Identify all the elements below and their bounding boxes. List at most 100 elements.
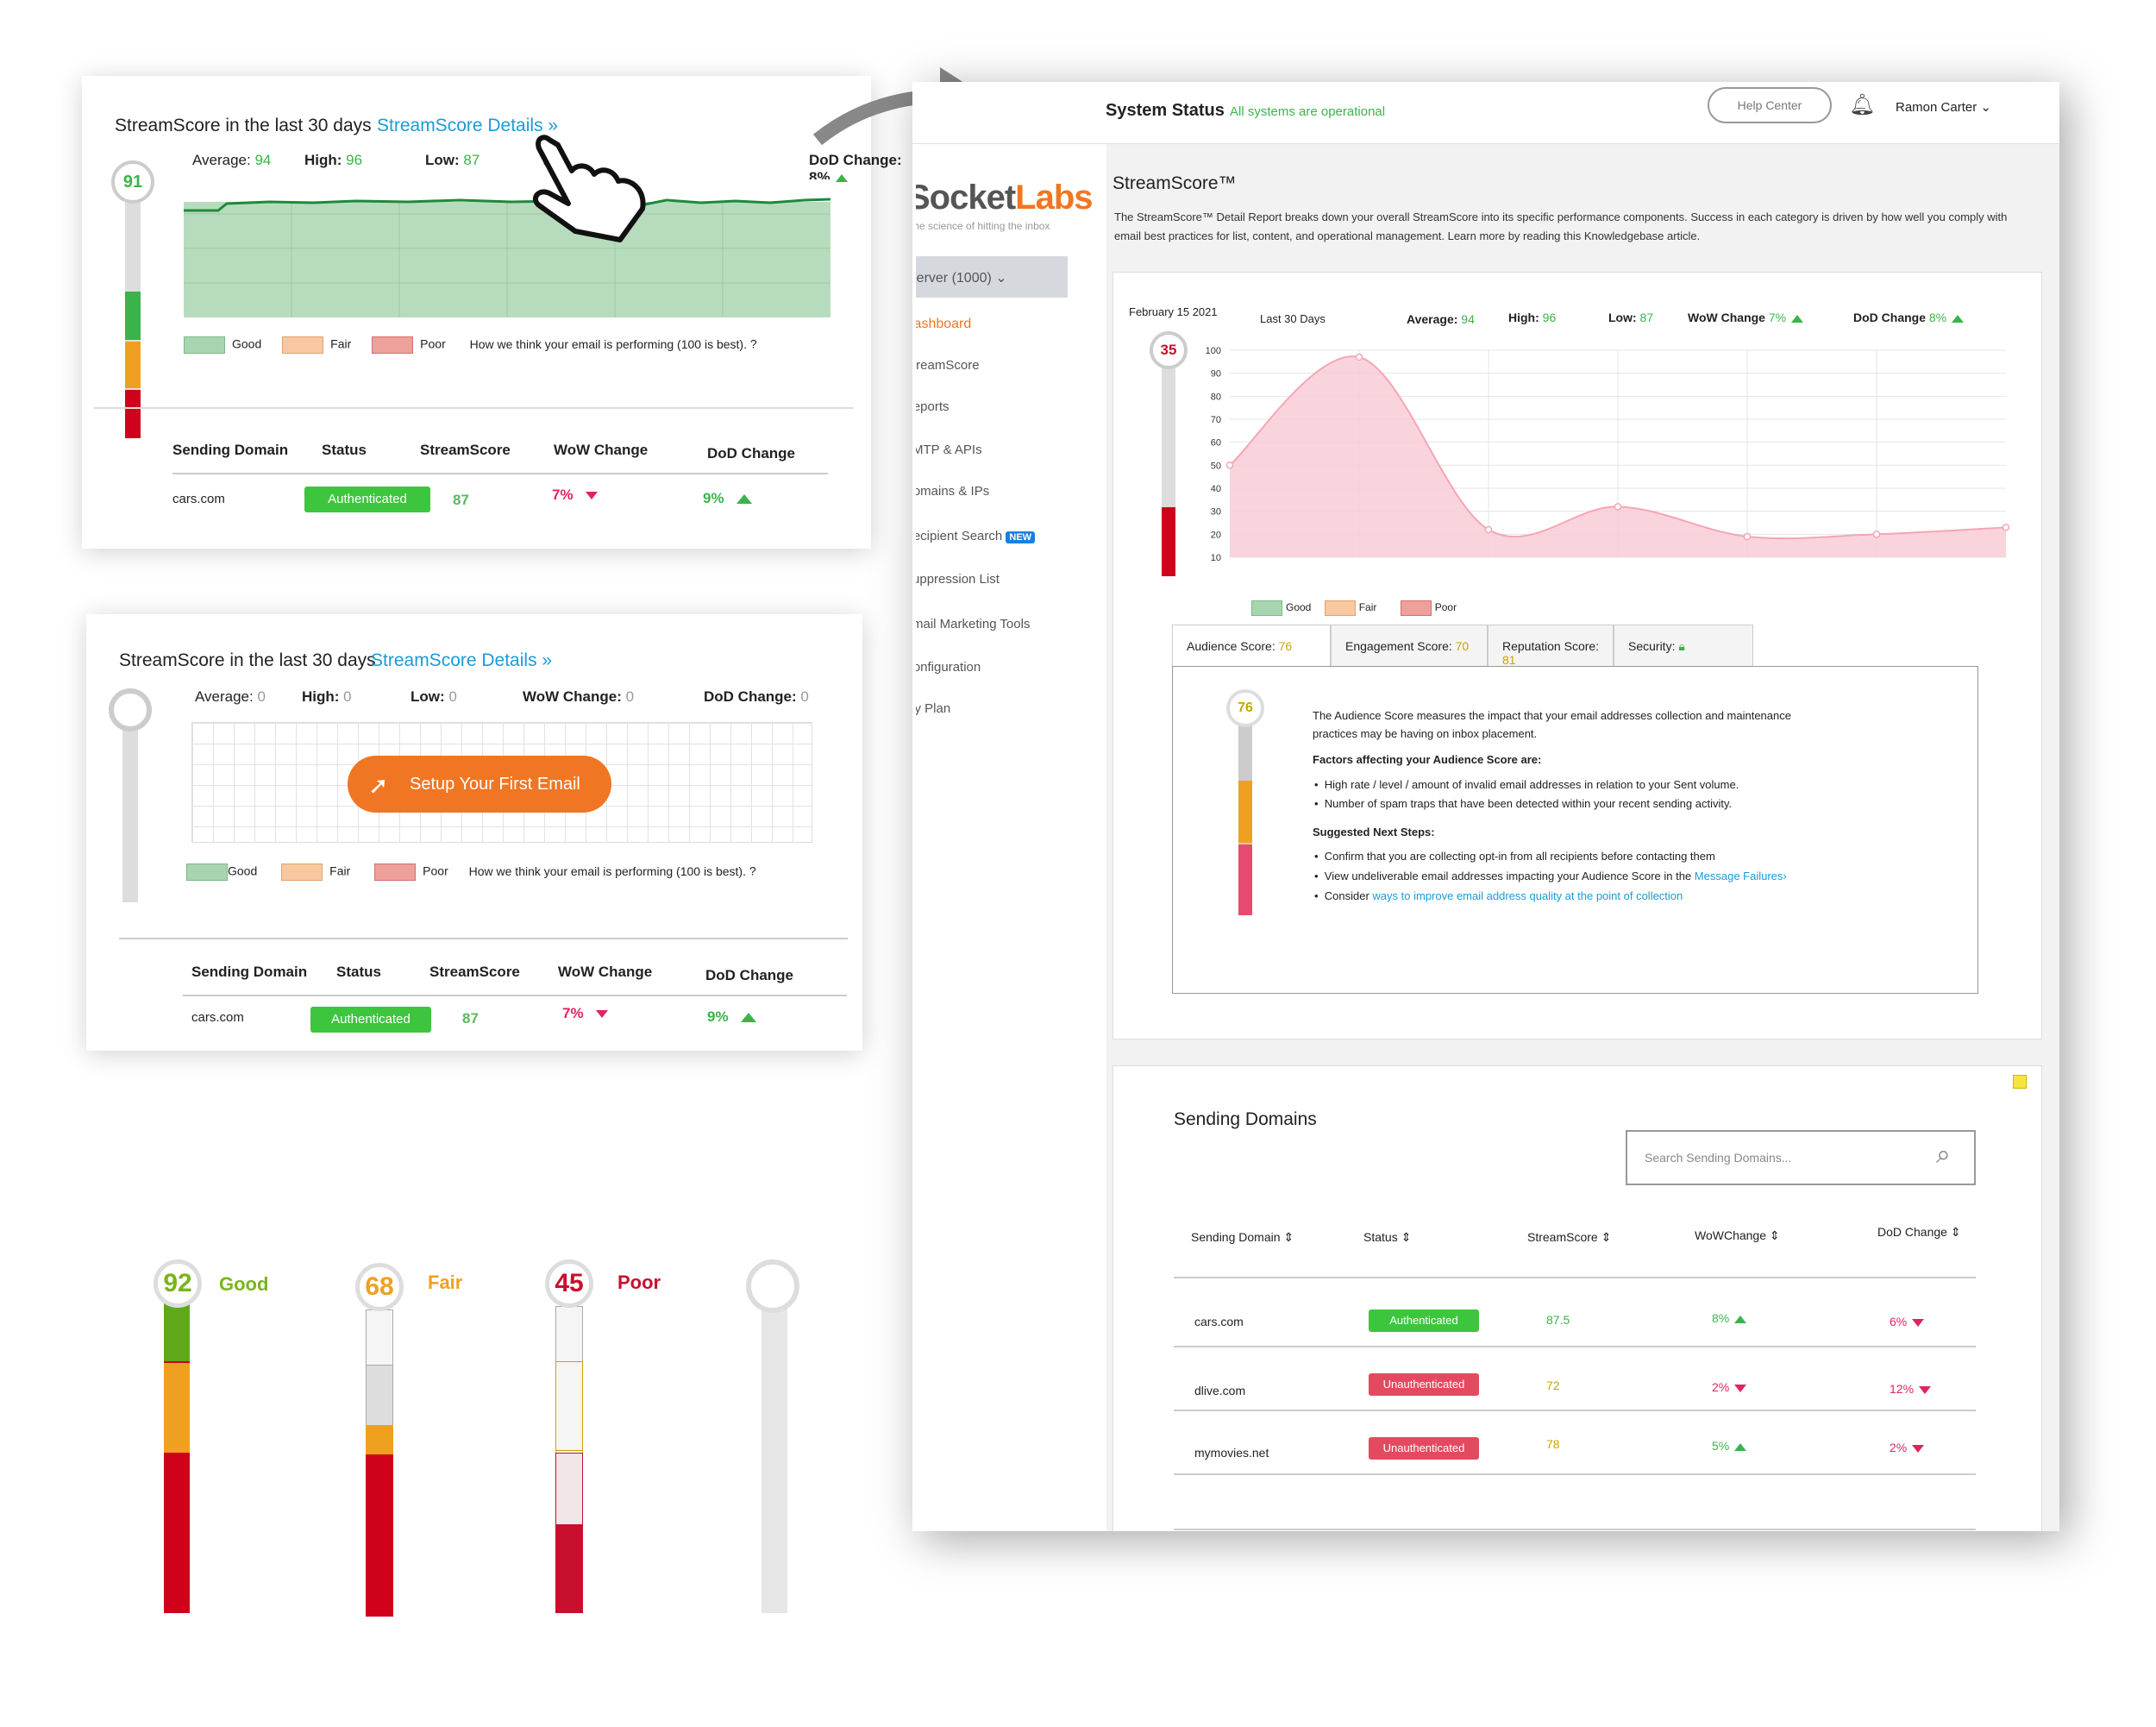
double-chevron-icon: » [542, 650, 553, 670]
search-input[interactable]: Search Sending Domains... ⌕ [1626, 1130, 1976, 1185]
legend: Good Fair Poor How we think your email i… [186, 864, 756, 881]
tab-security[interactable]: Security: 🔒︎ [1614, 625, 1753, 668]
y-tick-label: 50 [1211, 461, 1221, 471]
message-failures-link[interactable]: Message Failures [1694, 870, 1783, 882]
legend: Good Fair Poor How we think your email i… [184, 336, 757, 354]
nav-reports[interactable]: Reports [912, 399, 950, 414]
logo: SocketLabs [912, 179, 1094, 217]
gauge-value: 35 [1150, 331, 1188, 369]
paper-plane-icon: ➚ [368, 772, 389, 799]
hand-pointer-icon [532, 135, 646, 242]
sort-icon: ⇕ [1283, 1230, 1294, 1244]
streamscore-card-empty: StreamScore in the last 30 days StreamSc… [86, 614, 862, 1051]
chart-legend: Good Fair Poor [1251, 600, 1457, 616]
tab-engagement-score[interactable]: Engagement Score: 70 [1331, 625, 1488, 668]
nav-streamscore[interactable]: StreamScore [912, 358, 980, 373]
table-row[interactable]: dlive.com Unauthenticated 72 2% 12% [1174, 1349, 1976, 1411]
system-status-text: All systems are operational [1230, 104, 1386, 119]
stat-high: High: 96 [304, 152, 363, 168]
tab-audience-score[interactable]: Audience Score: 76 [1172, 625, 1331, 668]
setup-first-email-button[interactable]: ➚ Setup Your First Email [348, 756, 611, 813]
gauge-label: Good [219, 1273, 269, 1295]
sort-icon: ⇕ [1769, 1228, 1780, 1242]
gauge-good: 92 Good [147, 1259, 319, 1622]
stat-average: Average: 94 [192, 152, 272, 168]
data-point [1225, 462, 1234, 469]
section-title: Sending Domains [1174, 1109, 1317, 1129]
nav-dashboard[interactable]: Dashboard [912, 317, 972, 331]
data-point [1743, 532, 1752, 541]
y-tick-label: 10 [1211, 553, 1221, 563]
col-status[interactable]: Status ⇕ [1363, 1230, 1412, 1244]
sidebar: SocketLabs the science of hitting the in… [912, 144, 1106, 1531]
status-badge: Authenticated [1369, 1309, 1479, 1332]
col-wowchange[interactable]: WoWChange ⇕ [1695, 1228, 1780, 1242]
double-chevron-icon: » [548, 116, 559, 135]
improve-quality-link[interactable]: ways to improve email address quality at… [1372, 889, 1683, 902]
app-window: System Status All systems are operationa… [912, 82, 2059, 1531]
nav-suppression-list[interactable]: Suppression List [912, 572, 1000, 587]
nav-domains-ips[interactable]: Domains & IPs [912, 484, 990, 499]
data-point [1614, 503, 1622, 511]
gauge-value: 92 [154, 1259, 202, 1308]
data-point [1355, 353, 1363, 361]
data-point [1872, 531, 1881, 538]
gauge-empty [746, 1259, 815, 1622]
data-point [2002, 524, 2010, 531]
gauge-poor: 45 Poor [543, 1259, 716, 1622]
bell-icon[interactable]: 🔔︎ [1849, 93, 1876, 116]
status-badge: Unauthenticated [1369, 1373, 1479, 1396]
tab-reputation-score[interactable]: Reputation Score: 81 [1488, 625, 1614, 668]
table-row[interactable]: mymovies.net Unauthenticated 78 5% 2% [1174, 1413, 1976, 1475]
help-icon: ? [749, 336, 757, 351]
table-row[interactable]: cars.com Authenticated 87.5 8% 6% [1174, 1278, 1976, 1347]
nav-email-marketing-tools[interactable]: Email Marketing Tools [912, 617, 1031, 631]
gauge-value: 91 [111, 160, 154, 204]
audience-gauge: 76 [1226, 689, 1264, 922]
search-icon: ⌕ [1936, 1140, 1951, 1169]
overall-gauge: 35 [1148, 331, 1191, 590]
status-badge: Authenticated [310, 1007, 431, 1033]
streamscore-details-link[interactable]: StreamScore Details » [377, 116, 559, 135]
page-title: StreamScore™ [1112, 173, 1237, 193]
y-tick-label: 100 [1206, 346, 1221, 356]
server-selector[interactable]: Server (1000) ⌄ [912, 256, 1068, 298]
y-tick-label: 70 [1211, 415, 1221, 425]
sending-domains-panel: Sending Domains Search Sending Domains..… [1112, 1065, 2042, 1531]
col-sending-domain[interactable]: Sending Domain ⇕ [1191, 1230, 1294, 1244]
col-streamscore[interactable]: StreamScore ⇕ [1527, 1230, 1612, 1244]
nav-configuration[interactable]: Configuration [912, 660, 981, 675]
y-tick-label: 80 [1211, 392, 1221, 402]
y-tick-label: 90 [1211, 369, 1221, 380]
gauge-label: Poor [617, 1272, 661, 1293]
nav-recipient-search[interactable]: Recipient Search NEW [912, 529, 1036, 543]
y-tick-label: 30 [1211, 507, 1221, 518]
data-point [1484, 525, 1493, 534]
gauge-value: 68 [355, 1263, 404, 1311]
card-title: StreamScore in the last 30 days [115, 116, 372, 135]
y-tick-label: 60 [1211, 438, 1221, 449]
gauge-label: Fair [428, 1272, 463, 1293]
status-badge: Unauthenticated [1369, 1437, 1479, 1460]
new-badge: NEW [1006, 531, 1036, 543]
col-dodchange[interactable]: DoD Change ⇕ [1877, 1225, 1961, 1239]
y-tick-label: 40 [1211, 484, 1221, 494]
top-header: System Status All systems are operationa… [912, 82, 2059, 144]
card-title: StreamScore in the last 30 days [119, 650, 376, 670]
streamscore-details-link[interactable]: StreamScore Details » [371, 650, 553, 670]
chevron-down-icon: ⌄ [995, 271, 1007, 286]
user-menu[interactable]: Ramon Carter ⌄ [1896, 100, 1991, 115]
mini-area-chart [184, 179, 830, 317]
chevron-down-icon: ⌄ [1980, 100, 1991, 115]
nav-smtp-apis[interactable]: SMTP & APIs [912, 443, 982, 457]
help-center-button[interactable]: Help Center [1708, 87, 1832, 123]
streamscore-panel: February 15 2021 Last 30 Days Average: 9… [1112, 272, 2042, 1039]
streamscore-card-summary: StreamScore in the last 30 days StreamSc… [82, 76, 902, 549]
audience-panel: 76 The Audience Score measures the impac… [1172, 666, 1978, 994]
series-area [1230, 356, 2006, 557]
streamscore-gauge: 91 [111, 160, 154, 438]
sort-icon: ⇕ [1401, 1230, 1412, 1244]
lock-icon: 🔒︎ [1678, 639, 1685, 653]
sort-icon: ⇕ [1950, 1225, 1961, 1239]
nav-my-plan[interactable]: My Plan [912, 701, 951, 716]
